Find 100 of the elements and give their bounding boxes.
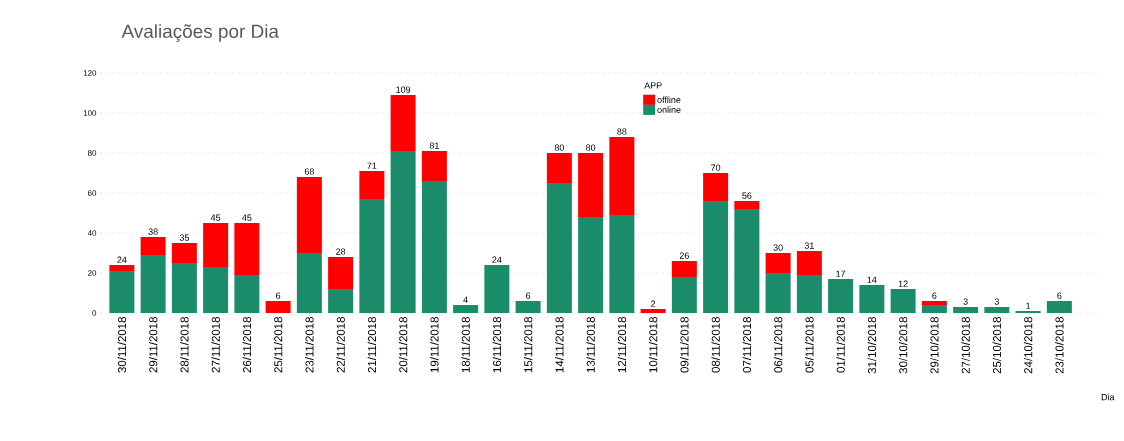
legend-label: online	[657, 106, 681, 113]
total-label: 56	[742, 192, 752, 199]
x-tick-label: 08/11/2018	[711, 317, 720, 373]
bar	[796, 275, 822, 313]
bar	[765, 273, 791, 313]
bar	[765, 253, 791, 273]
x-tick-label: 29/10/2018	[930, 317, 939, 374]
bar	[1046, 301, 1072, 313]
bar	[671, 261, 697, 277]
total-label: 6	[526, 292, 531, 299]
x-tick-label: 06/11/2018	[773, 317, 783, 373]
bar	[484, 265, 510, 313]
bar	[140, 255, 166, 313]
total-label: 6	[276, 292, 281, 299]
total-label: 88	[617, 128, 627, 135]
x-tick-label: 31/10/2018	[867, 317, 877, 374]
bar	[921, 301, 947, 305]
x-tick-label: 10/11/2018	[648, 317, 658, 373]
bar	[578, 217, 604, 313]
bar	[328, 289, 354, 313]
total-label: 38	[148, 228, 158, 235]
bar	[234, 223, 260, 275]
bar	[109, 271, 135, 313]
total-label: 3	[963, 298, 968, 305]
x-tick-label: 12/11/2018	[617, 317, 627, 373]
total-label: 80	[554, 144, 564, 151]
bar	[390, 95, 416, 151]
x-tick-label: 23/11/2018	[305, 317, 314, 373]
bar	[796, 251, 822, 275]
bar	[359, 171, 385, 199]
bar	[390, 151, 416, 313]
bar	[453, 305, 479, 313]
x-axis-title: Dia	[1101, 393, 1115, 401]
bar	[109, 265, 135, 271]
total-label: 6	[1057, 292, 1062, 299]
bar	[890, 289, 916, 313]
x-tick-label: 13/11/2018	[586, 317, 595, 373]
x-tick-label: 29/11/2018	[148, 317, 158, 373]
x-tick-label: 21/11/2018	[367, 317, 377, 373]
total-label: 45	[242, 214, 252, 221]
x-tick-label: 23/10/2018	[1055, 317, 1064, 374]
x-tick-label: 09/11/2018	[680, 317, 689, 373]
bar	[703, 173, 729, 201]
total-label: 109	[396, 86, 411, 93]
bar	[140, 237, 166, 255]
x-tick-label: 01/11/2018	[836, 317, 845, 373]
total-label: 70	[711, 164, 721, 171]
legend-title: APP	[644, 82, 662, 89]
x-tick-label: 14/11/2018	[555, 317, 564, 373]
x-tick-label: 26/11/2018	[242, 317, 252, 373]
bar	[203, 267, 229, 313]
x-tick-label: 19/11/2018	[430, 317, 439, 373]
total-label: 12	[898, 280, 908, 287]
x-tick-label: 27/10/2018	[961, 317, 970, 374]
chart-title: Avaliações por Dia	[121, 24, 279, 42]
bar	[734, 209, 760, 313]
x-tick-label: 27/11/2018	[211, 317, 220, 373]
bar	[359, 199, 385, 313]
x-tick-label: 07/11/2018	[742, 317, 752, 373]
total-label: 3	[994, 298, 999, 305]
total-label: 31	[804, 242, 814, 249]
x-tick-label: 20/11/2018	[398, 317, 408, 373]
bar	[609, 137, 635, 215]
bar	[828, 279, 854, 313]
bar	[546, 183, 572, 313]
total-label: 1	[1026, 302, 1031, 309]
total-label: 68	[304, 168, 314, 175]
total-label: 14	[867, 276, 877, 283]
bar	[703, 201, 729, 313]
legend-label: offline	[657, 96, 681, 103]
x-tick-label: 15/11/2018	[523, 317, 533, 373]
total-label: 35	[179, 234, 189, 241]
bar	[296, 177, 322, 253]
x-tick-label: 24/10/2018	[1023, 317, 1033, 374]
bar	[953, 307, 979, 313]
x-tick-label: 25/10/2018	[992, 317, 1002, 374]
total-label: 28	[336, 248, 346, 255]
bar	[421, 151, 447, 181]
total-label: 80	[586, 144, 596, 151]
total-label: 24	[492, 256, 502, 263]
bar	[578, 153, 604, 217]
bar	[859, 285, 885, 313]
bar	[265, 301, 291, 313]
x-tick-label: 18/11/2018	[461, 317, 470, 373]
x-tick-label: 25/11/2018	[273, 317, 283, 373]
total-label: 24	[117, 256, 127, 263]
x-tick-label: 22/11/2018	[336, 317, 345, 373]
bar	[921, 305, 947, 313]
total-label: 81	[429, 142, 439, 149]
bar	[734, 201, 760, 209]
total-label: 30	[773, 244, 783, 251]
bar	[171, 263, 197, 313]
bar	[640, 309, 666, 313]
total-label: 2	[651, 300, 656, 307]
total-label: 17	[836, 270, 846, 277]
bar	[546, 153, 572, 183]
total-label: 4	[463, 296, 468, 303]
bar	[234, 275, 260, 313]
bar	[421, 181, 447, 313]
x-tick-label: 28/11/2018	[180, 317, 189, 373]
